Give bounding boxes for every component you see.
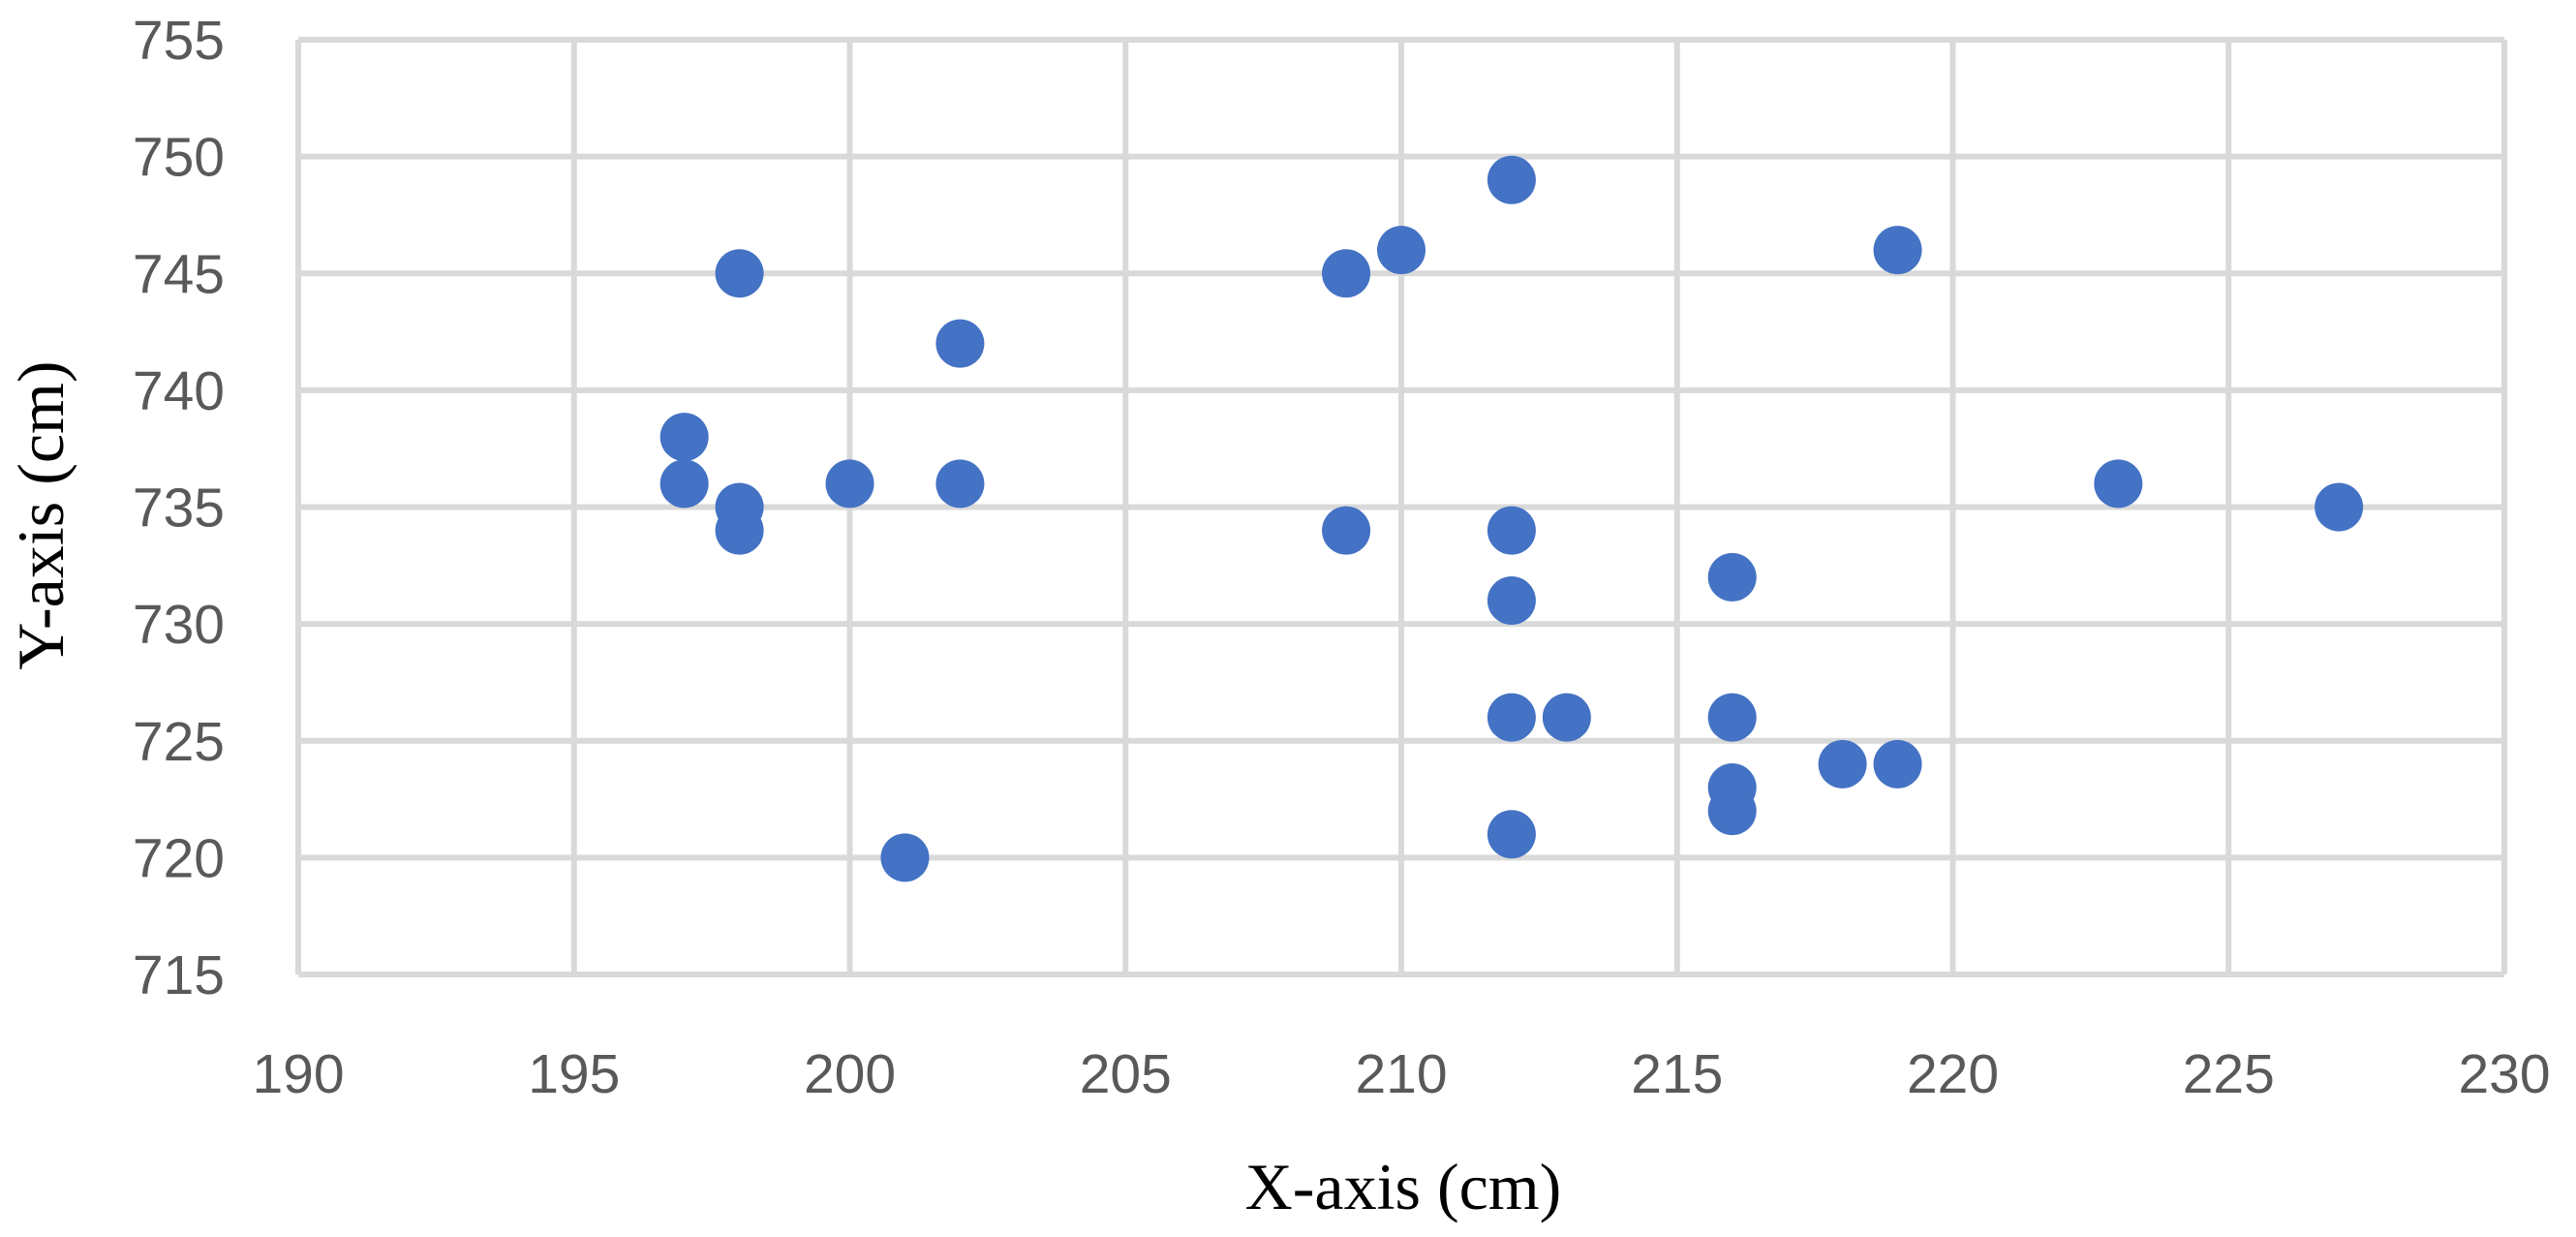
- y-tick-label: 715: [133, 944, 225, 1006]
- data-point: [2315, 482, 2364, 532]
- y-tick-label: 725: [133, 711, 225, 773]
- data-point: [1322, 506, 1371, 555]
- data-point: [659, 459, 709, 509]
- data-point: [659, 413, 709, 462]
- x-tick-label: 225: [2183, 1043, 2275, 1105]
- data-points: [659, 155, 2364, 882]
- data-point: [935, 319, 985, 368]
- y-tick-label: 730: [133, 594, 225, 656]
- x-tick-label: 195: [528, 1043, 620, 1105]
- x-tick-label: 205: [1080, 1043, 1172, 1105]
- data-point: [1818, 739, 1867, 789]
- y-tick-label: 740: [133, 360, 225, 422]
- x-tick-label: 215: [1631, 1043, 1723, 1105]
- data-point: [715, 506, 764, 555]
- y-tick-label: 750: [133, 127, 225, 189]
- y-tick-labels: 715 720 725 730 735 740 745 750 755: [133, 10, 225, 1006]
- data-point: [1873, 739, 1922, 789]
- data-point: [1487, 576, 1536, 625]
- y-tick-label: 735: [133, 478, 225, 540]
- x-tick-label: 230: [2458, 1043, 2550, 1105]
- data-point: [880, 833, 930, 882]
- data-point: [935, 459, 985, 509]
- data-point: [1707, 787, 1757, 836]
- data-point: [715, 249, 764, 298]
- grid: [295, 37, 2507, 977]
- data-point: [1487, 155, 1536, 204]
- x-tick-label: 220: [1907, 1043, 1999, 1105]
- data-point: [1322, 249, 1371, 298]
- data-point: [825, 459, 874, 509]
- y-tick-label: 720: [133, 827, 225, 889]
- data-point: [1377, 226, 1426, 275]
- data-point: [1873, 226, 1922, 275]
- y-axis-title: Y-axis (cm): [4, 360, 77, 669]
- data-point: [1487, 810, 1536, 859]
- data-point: [1707, 552, 1757, 602]
- data-point: [1542, 693, 1591, 742]
- data-point: [1707, 693, 1757, 742]
- data-point: [1487, 693, 1536, 742]
- y-tick-label: 755: [133, 10, 225, 72]
- x-tick-label: 210: [1355, 1043, 1447, 1105]
- data-point: [2094, 459, 2143, 509]
- x-tick-labels: 190 195 200 205 210 215 220 225 230: [252, 1043, 2550, 1105]
- y-tick-label: 745: [133, 243, 225, 305]
- data-point: [1487, 506, 1536, 555]
- x-axis-title: X-axis (cm): [1245, 1150, 1562, 1223]
- x-tick-label: 200: [804, 1043, 896, 1105]
- x-tick-label: 190: [252, 1043, 344, 1105]
